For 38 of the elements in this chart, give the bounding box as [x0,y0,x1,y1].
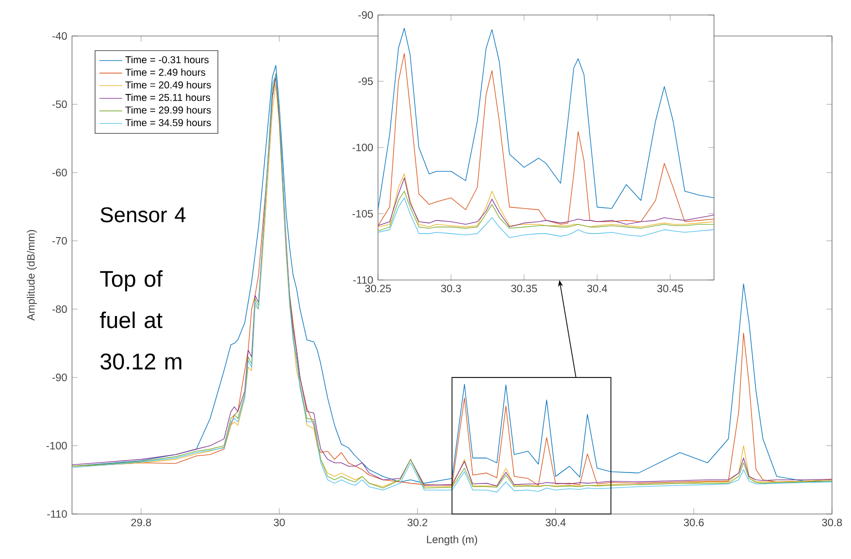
line-series [378,190,714,232]
legend-label: Time = 20.49 hours [125,81,211,88]
y-axis-title: Amplitude (dB/mm) [26,230,37,321]
x-tick-label: 30.4 [587,284,608,292]
annotation: Top of fuel at 30.12 m [100,270,182,370]
x-tick-label: 30.8 [822,518,842,526]
y-tick-label: -80 [52,305,67,313]
x-tick-label: 30.2 [407,518,428,526]
x-tick-label: 30.3 [441,284,461,292]
y-tick-label: -100 [46,442,67,450]
y-tick-label: -40 [52,32,67,40]
y-tick-label: -110 [353,276,373,284]
y-tick-label: -90 [52,374,67,382]
legend-label: Time = 2.49 hours [125,68,206,76]
annotation: Sensor 4 [100,207,186,222]
x-tick-label: 30.6 [684,518,704,526]
y-tick-label: -70 [52,237,67,245]
y-tick-label: -110 [47,510,67,518]
y-tick-label: -100 [352,144,373,152]
y-tick-label: -90 [358,11,373,19]
legend-label: Time = 29.99 hours [125,106,211,114]
y-tick-label: -95 [358,77,373,86]
legend-label: Time = 25.11 hours [125,94,210,102]
line-series [378,28,714,210]
x-tick-label: 30.45 [657,284,684,292]
x-tick-label: 30 [274,518,285,526]
y-tick-label: -105 [352,210,373,218]
line-series [378,198,714,238]
line-series [378,53,714,226]
legend-label: Time = 34.59 hours [125,118,211,126]
x-tick-label: 30.25 [365,284,391,292]
x-axis-title: Length (m) [427,535,478,546]
x-tick-label: 30.4 [546,518,566,526]
legend-label: Time = -0.31 hours [125,56,209,64]
x-tick-label: 30.35 [511,284,537,292]
y-tick-label: -60 [52,168,67,176]
x-tick-label: 29.8 [131,518,151,526]
y-tick-label: -50 [52,100,67,108]
